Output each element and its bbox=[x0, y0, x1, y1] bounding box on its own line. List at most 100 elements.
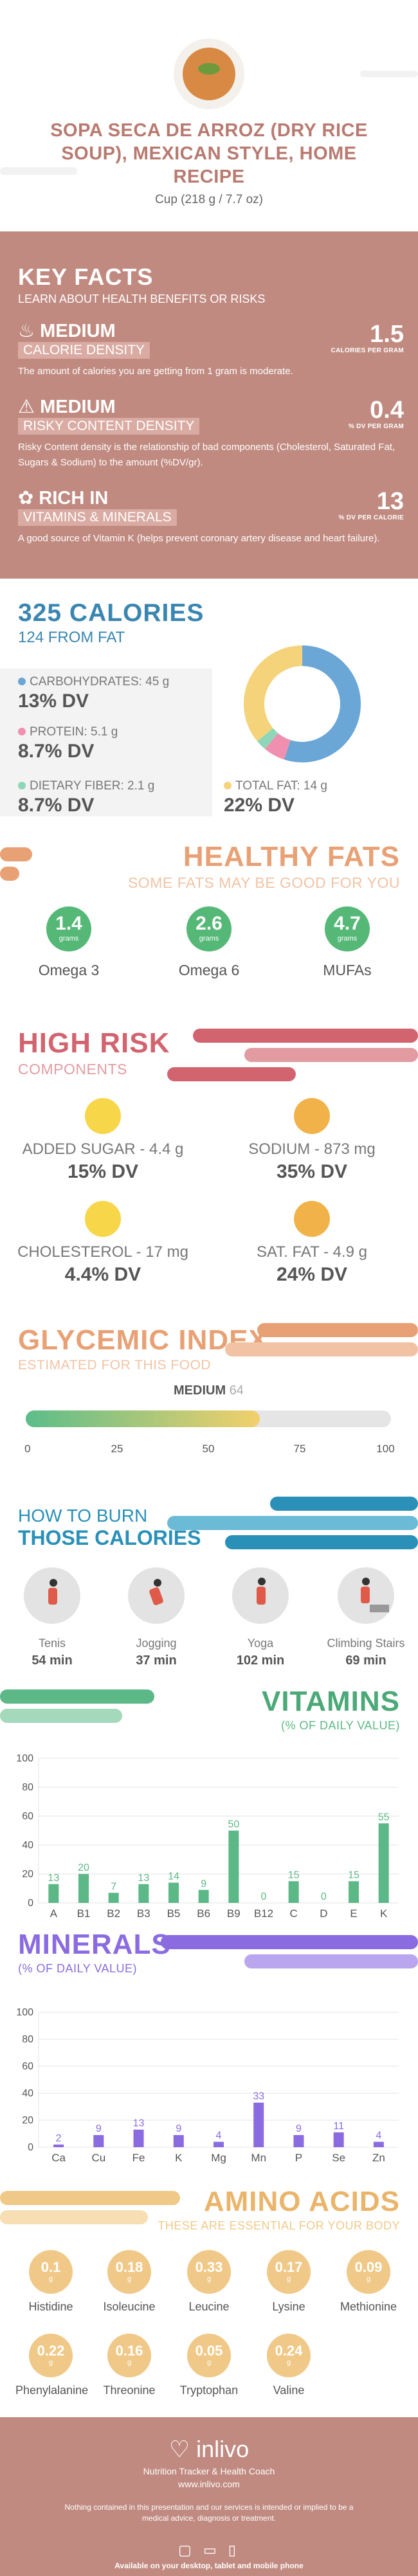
omega6-circle: 2.6 grams bbox=[186, 906, 232, 951]
fact-description: The amount of calories you are getting f… bbox=[18, 366, 293, 377]
fat-value: 4.7 bbox=[334, 913, 361, 934]
macro-label: TOTAL FAT: 14 g bbox=[235, 779, 327, 793]
heart-icon: ♡ bbox=[168, 2436, 190, 2462]
x-tick-label: B9 bbox=[227, 1907, 241, 1920]
y-tick-label: 0 bbox=[28, 2142, 33, 2153]
amino-value: 0.24 bbox=[275, 2343, 303, 2359]
leaf-icon: ✿ bbox=[18, 488, 34, 509]
amino-threonine: 0.16 g Threonine bbox=[94, 2334, 165, 2397]
fat-unit: grams bbox=[59, 935, 79, 942]
fat-label: Omega 3 bbox=[38, 962, 100, 978]
burn-title-2: THOSE CALORIES bbox=[18, 1526, 201, 1549]
amino-valine: 0.24 g Valine bbox=[253, 2334, 324, 2397]
stairs-icon bbox=[338, 1567, 394, 1624]
risk-label: ADDED SUGAR - 4.4 g bbox=[22, 1140, 184, 1158]
amino-value: 0.33 bbox=[195, 2259, 223, 2275]
bar-fe bbox=[133, 2129, 144, 2147]
smiley-icon bbox=[294, 1201, 330, 1237]
y-tick-label: 60 bbox=[22, 2061, 33, 2072]
x-tick-label: Se bbox=[332, 2152, 345, 2164]
omega3-circle: 1.4 grams bbox=[46, 906, 91, 951]
fact-category: VITAMINS & MINERALS bbox=[18, 509, 177, 526]
macro-protein: PROTEIN: 5.1 g 8.7% DV bbox=[18, 725, 118, 762]
footer-brand: inlivo bbox=[196, 2436, 250, 2462]
bar-ca bbox=[53, 2144, 64, 2147]
fat-unit: grams bbox=[337, 935, 358, 942]
amino-name: Tryptophan bbox=[179, 2384, 239, 2397]
risk-label: SAT. FAT - 4.9 g bbox=[256, 1243, 368, 1261]
y-tick-label: 80 bbox=[22, 1782, 33, 1793]
amino-value: 0.05 bbox=[195, 2343, 223, 2359]
soup-bowl-image bbox=[174, 39, 244, 109]
burn-stairs: Climbing Stairs 69 min bbox=[318, 1567, 414, 1668]
decor-stripe bbox=[225, 1342, 418, 1356]
amino-value: 0.22 bbox=[37, 2343, 65, 2359]
macro-carbs: CARBOHYDRATES: 45 g 13% DV bbox=[18, 675, 169, 712]
decor-stripe bbox=[225, 1535, 418, 1549]
bar-cu bbox=[93, 2135, 104, 2147]
decor-stripe bbox=[257, 1323, 418, 1337]
decor-stripe bbox=[0, 847, 32, 861]
x-tick-label: E bbox=[350, 1907, 357, 1920]
fat-label: Omega 6 bbox=[178, 962, 240, 978]
amino-unit: g bbox=[286, 2359, 291, 2366]
jogging-icon bbox=[128, 1567, 185, 1624]
glycemic-level: MEDIUM bbox=[174, 1383, 226, 1398]
glycemic-bar-fill bbox=[26, 1410, 260, 1427]
bar-k bbox=[378, 1823, 389, 1903]
bar-value-label: 13 bbox=[138, 1873, 149, 1884]
x-tick-label: K bbox=[380, 1907, 388, 1920]
x-tick-label: B12 bbox=[254, 1907, 273, 1920]
bar-e bbox=[349, 1881, 359, 1903]
x-tick-label: B1 bbox=[77, 1907, 91, 1920]
macro-label: PROTEIN: 5.1 g bbox=[30, 725, 118, 739]
fact-category: CALORIE DENSITY bbox=[18, 342, 150, 359]
macros-panel bbox=[0, 669, 212, 816]
fact-unit: CALORIES PER GRAM bbox=[331, 347, 404, 354]
burn-jogging: Jogging 37 min bbox=[108, 1567, 204, 1668]
footer-logo: ♡ inlivo bbox=[0, 2436, 418, 2462]
amino-name: Leucine bbox=[188, 2300, 230, 2313]
activity-minutes: 54 min bbox=[32, 1653, 73, 1668]
risk-sat-fat: SAT. FAT - 4.9 g 24% DV bbox=[222, 1201, 402, 1286]
bar-value-label: 11 bbox=[333, 2121, 344, 2132]
x-tick-label: Zn bbox=[372, 2152, 385, 2164]
bar-value-label: 4 bbox=[376, 2130, 381, 2141]
bar-value-label: 4 bbox=[216, 2130, 222, 2141]
bar-value-label: 0 bbox=[321, 1891, 327, 1902]
macro-fiber: DIETARY FIBER: 2.1 g 8.7% DV bbox=[18, 779, 154, 816]
activity-minutes: 102 min bbox=[236, 1653, 285, 1668]
bar-value-label: 0 bbox=[261, 1891, 267, 1902]
bar-value-label: 2 bbox=[56, 2133, 62, 2144]
decor-stripes bbox=[0, 167, 77, 175]
activity-name: Jogging bbox=[136, 1637, 177, 1650]
fact-value: 0.4 bbox=[370, 397, 404, 424]
bar-b1 bbox=[78, 1874, 89, 1903]
x-tick-label: Ca bbox=[51, 2152, 66, 2164]
bar-value-label: 33 bbox=[253, 2091, 264, 2102]
donut-slice-total-fat bbox=[244, 645, 303, 741]
footer-url[interactable]: www.inlivo.com bbox=[178, 2479, 240, 2489]
fact-value: 13 bbox=[376, 488, 404, 515]
flame-icon: ♨ bbox=[18, 321, 35, 341]
bar-value-label: 9 bbox=[176, 2123, 181, 2134]
bar-b2 bbox=[108, 1893, 119, 1903]
fact-unit: % DV PER GRAM bbox=[348, 423, 404, 430]
bar-value-label: 50 bbox=[228, 1819, 239, 1830]
x-tick-label: D bbox=[320, 1907, 327, 1920]
bar-value-label: 13 bbox=[48, 1873, 59, 1884]
calories-donut-chart bbox=[244, 645, 361, 762]
risk-label: SODIUM - 873 mg bbox=[248, 1140, 376, 1158]
activity-name: Climbing Stairs bbox=[327, 1637, 405, 1650]
bar-mg bbox=[214, 2141, 224, 2147]
donut-slice-protein bbox=[264, 733, 291, 760]
amino-name: Valine bbox=[273, 2384, 305, 2397]
macro-dv: 22% DV bbox=[224, 795, 295, 816]
vitamins-title: VITAMINS bbox=[262, 1686, 400, 1717]
fact-description: A good source of Vitamin K (helps preven… bbox=[18, 533, 380, 544]
minerals-title: MINERALS bbox=[18, 1929, 171, 1960]
footer-tagline: Nutrition Tracker & Health Coach bbox=[143, 2466, 275, 2476]
fact-calorie-density: ♨ MEDIUM CALORIE DENSITY The amount of c… bbox=[18, 321, 404, 379]
x-tick-label: P bbox=[295, 2152, 302, 2164]
decor-stripe bbox=[0, 2191, 180, 2205]
